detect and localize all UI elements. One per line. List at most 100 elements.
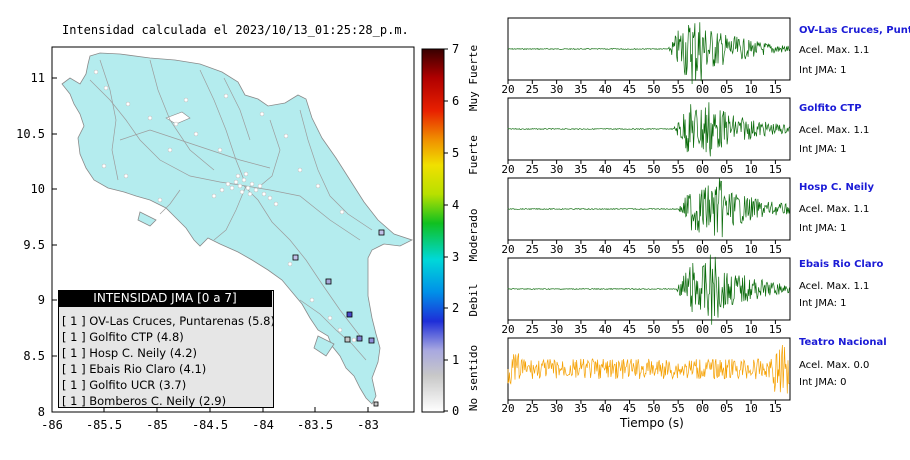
time-tick-label: 20 xyxy=(501,163,514,176)
map-ytick: 11 xyxy=(31,71,45,85)
station-name: Teatro Nacional xyxy=(799,337,887,348)
map-ytick: 8.5 xyxy=(23,349,45,363)
time-tick-label: 45 xyxy=(623,323,636,336)
time-tick-label: 00 xyxy=(696,163,709,176)
time-tick-label: 50 xyxy=(647,323,660,336)
time-tick-label: 25 xyxy=(526,402,539,415)
map-xtick: -85.5 xyxy=(86,418,122,432)
time-tick-label: 40 xyxy=(599,323,612,336)
map-xtick: -86 xyxy=(41,418,63,432)
waveform-frame xyxy=(507,337,791,401)
time-tick-label: 25 xyxy=(526,323,539,336)
time-tick-label: 30 xyxy=(550,243,563,256)
time-tick-label: 25 xyxy=(526,243,539,256)
time-tick-label: 25 xyxy=(526,163,539,176)
time-tick-label: 55 xyxy=(672,323,685,336)
map-xtick: -83.5 xyxy=(297,418,333,432)
time-tick-label: 40 xyxy=(599,163,612,176)
time-tick-label: 30 xyxy=(550,163,563,176)
legend-row: [ 1 ] OV-Las Cruces, Puntarenas (5.8) xyxy=(62,314,275,328)
station-name: Hosp C. Neily xyxy=(799,182,874,193)
legend-row: [ 1 ] Golfito CTP (4.8) xyxy=(62,330,184,344)
time-tick-label: 30 xyxy=(550,402,563,415)
time-tick-label: 00 xyxy=(696,402,709,415)
colorbar-label: No sentido xyxy=(467,345,480,411)
time-tick-label: 10 xyxy=(744,163,757,176)
colorbar-label: Muy Fuerte xyxy=(467,45,480,111)
waveform-trace xyxy=(507,178,790,238)
time-tick-label: 35 xyxy=(574,323,587,336)
waveform-trace xyxy=(507,344,790,394)
time-tick-label: 40 xyxy=(599,243,612,256)
time-tick-label: 55 xyxy=(672,402,685,415)
time-tick-label: 35 xyxy=(574,243,587,256)
time-tick-label: 55 xyxy=(672,163,685,176)
colorbar-label: Moderado xyxy=(467,209,480,262)
time-tick-label: 25 xyxy=(526,83,539,96)
time-tick-label: 45 xyxy=(623,243,636,256)
map-xtick: -84 xyxy=(252,418,274,432)
time-axis-label: Tiempo (s) xyxy=(620,416,684,430)
station-jma: Int JMA: 1 xyxy=(799,223,847,234)
time-tick-label: 10 xyxy=(744,243,757,256)
station-accel: Acel. Max. 1.1 xyxy=(799,45,870,56)
time-tick-label: 40 xyxy=(599,402,612,415)
time-tick-label: 00 xyxy=(696,243,709,256)
waveform-trace xyxy=(507,102,790,157)
station-accel: Acel. Max. 1.1 xyxy=(799,281,870,292)
legend-row: [ 1 ] Hosp C. Neily (4.2) xyxy=(62,346,198,360)
station-name: Ebais Rio Claro xyxy=(799,259,884,270)
map-xtick: -83 xyxy=(357,418,379,432)
time-tick-label: 05 xyxy=(720,323,733,336)
map-title: Intensidad calculada el 2023/10/13_01:25… xyxy=(62,23,409,37)
intensity-legend xyxy=(58,290,274,408)
time-tick-label: 05 xyxy=(720,163,733,176)
colorbar-tick: 3 xyxy=(452,250,459,264)
time-tick-label: 50 xyxy=(647,402,660,415)
time-tick-label: 00 xyxy=(696,83,709,96)
time-tick-label: 45 xyxy=(623,163,636,176)
time-tick-label: 15 xyxy=(769,243,782,256)
station-accel: Acel. Max. 0.0 xyxy=(799,360,870,371)
waveform-trace xyxy=(507,254,790,325)
time-tick-label: 45 xyxy=(623,83,636,96)
map-ytick: 10 xyxy=(31,182,45,196)
time-tick-label: 10 xyxy=(744,83,757,96)
map-ytick: 9.5 xyxy=(23,238,45,252)
colorbar-label: Debil xyxy=(467,283,480,316)
time-tick-label: 05 xyxy=(720,83,733,96)
station-name: Golfito CTP xyxy=(799,103,862,114)
colorbar-tick: 0 xyxy=(452,404,459,418)
time-tick-label: 30 xyxy=(550,323,563,336)
time-tick-label: 35 xyxy=(574,402,587,415)
waveform-trace xyxy=(507,22,790,85)
time-tick-label: 20 xyxy=(501,243,514,256)
time-tick-label: 15 xyxy=(769,323,782,336)
time-tick-label: 10 xyxy=(744,402,757,415)
map-xtick: -84.5 xyxy=(192,418,228,432)
station-jma: Int JMA: 1 xyxy=(799,144,847,155)
time-tick-label: 50 xyxy=(647,163,660,176)
time-tick-label: 35 xyxy=(574,83,587,96)
legend-title: INTENSIDAD JMA [0 a 7] xyxy=(58,290,272,307)
station-jma: Int JMA: 1 xyxy=(799,65,847,76)
time-tick-label: 50 xyxy=(647,243,660,256)
colorbar-tick: 6 xyxy=(452,94,459,108)
time-tick-label: 10 xyxy=(744,323,757,336)
legend-row: [ 1 ] Ebais Rio Claro (4.1) xyxy=(62,362,207,376)
time-tick-label: 00 xyxy=(696,323,709,336)
colorbar-tick: 2 xyxy=(452,301,459,315)
time-tick-label: 50 xyxy=(647,83,660,96)
time-tick-label: 15 xyxy=(769,163,782,176)
time-tick-label: 55 xyxy=(672,83,685,96)
time-tick-label: 55 xyxy=(672,243,685,256)
time-tick-label: 15 xyxy=(769,83,782,96)
waveform-panel: 20 25 30 35 40 45 50 55 00 05 10 15 20 25 30 35 40 45 50 55… xyxy=(501,17,791,415)
time-tick-label: 35 xyxy=(574,163,587,176)
colorbar-tick: 7 xyxy=(452,42,459,56)
time-tick-label: 05 xyxy=(720,402,733,415)
time-tick-label: 20 xyxy=(501,402,514,415)
map-xtick: -85 xyxy=(146,418,168,432)
intensity-colorbar xyxy=(421,48,445,413)
time-tick-label: 15 xyxy=(769,402,782,415)
